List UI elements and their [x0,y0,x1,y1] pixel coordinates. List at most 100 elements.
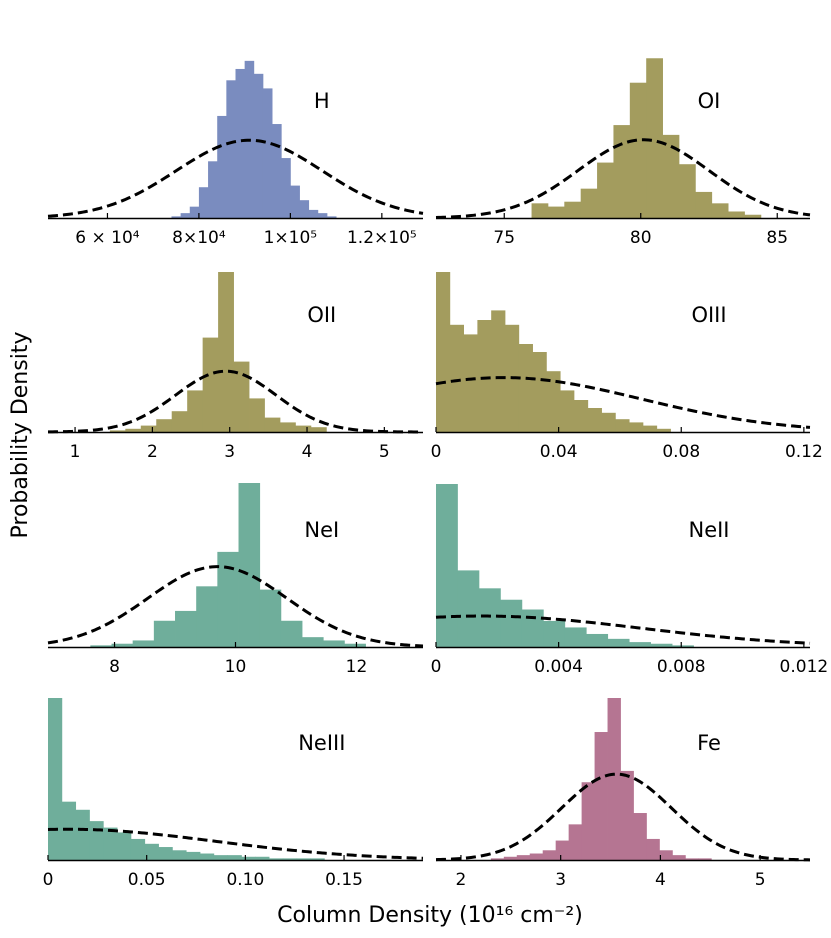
histogram-bar [656,428,671,432]
panel-label: OIII [691,303,726,327]
histogram-bar [568,824,583,860]
histogram-bar [580,188,598,218]
panel-label: OI [698,89,721,113]
histogram-bar [186,851,201,860]
histogram-bar [613,125,631,218]
histogram-bar [503,856,518,860]
x-tick-label: 85 [766,228,788,248]
panel-label: H [314,89,330,113]
histogram-bar [132,640,155,647]
x-tick-label: 75 [493,228,515,248]
histogram-bar [175,610,197,647]
x-axis-title: Column Density (10¹⁶ cm⁻²) [277,903,583,928]
histogram-bar [227,855,242,860]
histogram-bar [516,855,531,860]
histogram-bar [61,801,77,860]
histogram-bar [573,400,589,432]
histogram-bar [620,770,634,860]
x-tick-label: 0.004 [534,657,583,677]
histogram-bar [272,124,282,218]
histogram-bar [187,390,204,432]
histogram-bar [629,422,644,432]
histogram-bar [156,419,173,432]
x-tick-label: 0 [431,442,442,462]
histogram-bar [158,847,173,860]
histogram-bar [478,588,501,647]
histogram-bar [744,214,762,218]
x-tick-label: 0.08 [662,442,700,462]
x-tick-label: 0 [431,657,442,677]
panel-label: OII [307,303,336,327]
x-tick-label: 0.12 [785,442,823,462]
histogram-bar [281,158,291,218]
histogram-bar [259,589,282,647]
histogram-bar [233,361,250,432]
histogram-bar [436,272,451,432]
x-tick-label: 0.10 [226,870,264,890]
x-tick-label: 8×10⁴ [172,228,226,248]
gaussian-fit-line [47,565,424,648]
x-tick-label: 5 [379,442,390,462]
x-tick-label: 4 [302,442,313,462]
x-tick-label: 80 [630,228,652,248]
histogram-bar [678,164,696,218]
histogram-bar [564,627,587,647]
histogram-bar [269,858,284,860]
histogram-bar [326,216,337,218]
histogram-bar [317,213,328,218]
panel-neii: 0 0.004 0.008 0.012 NeII [431,484,829,677]
x-tick-label: 0.012 [780,657,829,677]
histogram-bar [560,390,575,432]
x-tick-label: 10 [225,657,247,677]
panel-label: NeII [688,518,729,542]
histogram-bar [518,344,533,432]
histogram-bar [180,213,191,218]
panel-label: Fe [697,731,721,755]
x-tick-label: 8 [109,657,120,677]
histogram-bar [594,732,608,860]
histogram-bar [217,551,239,647]
x-tick-label: 4 [655,870,666,890]
panel-nei: 8 10 12 NeI [47,483,424,677]
histogram-bar [491,310,506,432]
histogram-bar [685,858,699,860]
histogram-bar [295,425,312,432]
histogram-bar [48,698,63,860]
histogram-bar [199,853,215,860]
histogram-bar [728,211,745,218]
histogram-bar [323,640,345,647]
histogram-bar [130,838,146,860]
histogram-bar [615,419,630,432]
histogram-bar [310,858,325,860]
panel-oii: 1 2 3 4 5 OII [47,272,423,462]
histogram-bar [111,643,134,647]
histogram-bar [125,428,142,432]
histogram-bar [698,858,712,860]
x-tick-label: 2 [147,442,158,462]
x-tick-label: 1.2×10⁵ [347,228,417,248]
histogram-bar [629,642,651,647]
histogram-bar [531,203,549,218]
histogram-bar [564,201,582,218]
histogram-bar [650,643,673,647]
x-tick-label: 3 [224,442,235,462]
gaussian-fit-line [435,772,811,862]
histogram-bar [279,422,296,432]
histogram-bar [532,352,547,432]
histogram-bar [196,586,218,647]
histogram-bar [218,272,234,432]
histogram-bar [633,813,647,860]
panel-label: NeIII [298,731,345,755]
histogram-bar [597,162,614,218]
histogram-bar [253,73,264,218]
histogram-bar [296,858,311,860]
histogram-bar [457,570,480,647]
x-tick-label: 3 [555,870,566,890]
panel-oiii: 0 0.04 0.08 0.12 OIII [431,272,823,462]
panel-oi: 75 80 85 OI [435,58,811,248]
x-tick-label: 0.15 [325,870,363,890]
histogram-bar [208,161,218,218]
x-tick-label: 5 [755,870,766,890]
histogram-bar [646,58,663,219]
histogram-bar [672,645,694,647]
